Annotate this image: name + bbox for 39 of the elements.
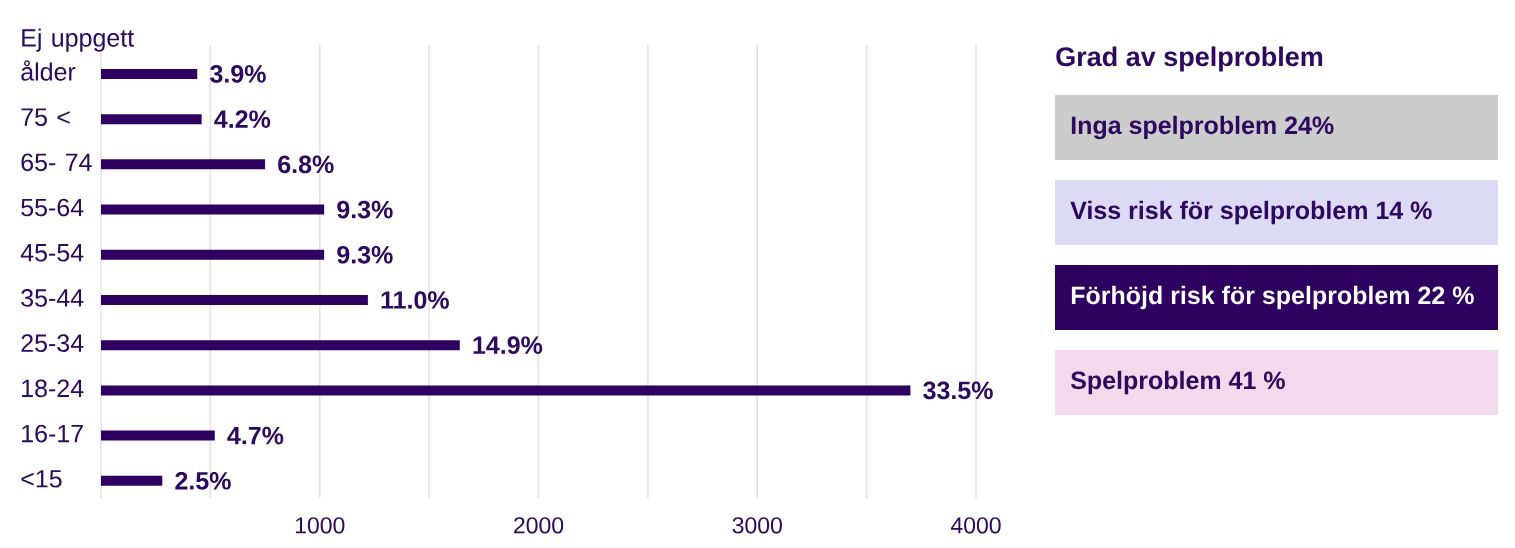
- y-tick-label: 35-44: [21, 289, 84, 307]
- y-tick-label: 18-24: [22, 379, 84, 398]
- annotation: 14.9%: [473, 336, 543, 355]
- bar: [101, 249, 325, 260]
- annotation: 4.2%: [214, 110, 271, 128]
- x-tick-label: 1000: [295, 517, 345, 534]
- y-tick-label: 55-64: [21, 198, 84, 217]
- bar: [101, 340, 460, 351]
- annotation: 2.5%: [175, 471, 231, 490]
- x-tick-label: 2000: [514, 517, 564, 534]
- bar: [101, 385, 911, 396]
- bar: [101, 114, 202, 125]
- bar: [101, 475, 163, 486]
- x-tick-label: 3000: [732, 517, 782, 534]
- y-tick-label: 75 <: [21, 108, 70, 126]
- annotation: 33.5%: [923, 381, 993, 400]
- text: Grad av spelproblem: [1056, 46, 1323, 72]
- y-tick-label: <15: [21, 470, 62, 488]
- y-tick-label: 65- 74: [21, 153, 92, 172]
- y-tick-label: 25-34: [21, 334, 84, 352]
- annotation: 9.3%: [337, 200, 393, 219]
- category-label: Förhöjd risk för spelproblem 22 %: [1071, 285, 1474, 310]
- y-tick-label: 16-17: [22, 424, 83, 443]
- annotation: 11.0%: [381, 291, 449, 309]
- bar: [101, 430, 215, 441]
- x-tick-label: 4000: [950, 517, 1001, 534]
- y-tick-label: 45-54: [20, 244, 84, 262]
- annotation: 4.7%: [227, 426, 284, 445]
- annotation: 3.9%: [210, 65, 266, 83]
- category-label: Inga spelproblem 24%: [1071, 115, 1334, 140]
- category-label: Spelproblem 41 %: [1070, 370, 1285, 395]
- annotation: 9.3%: [337, 245, 393, 264]
- bar: [101, 204, 325, 215]
- bar: [101, 159, 266, 170]
- y-tick-label: Ej uppgett ålder: [21, 28, 134, 81]
- bar: [101, 294, 368, 305]
- bar: [101, 68, 198, 79]
- category-label: Viss risk för spelproblem 14 %: [1070, 200, 1432, 225]
- annotation: 6.8%: [278, 155, 334, 174]
